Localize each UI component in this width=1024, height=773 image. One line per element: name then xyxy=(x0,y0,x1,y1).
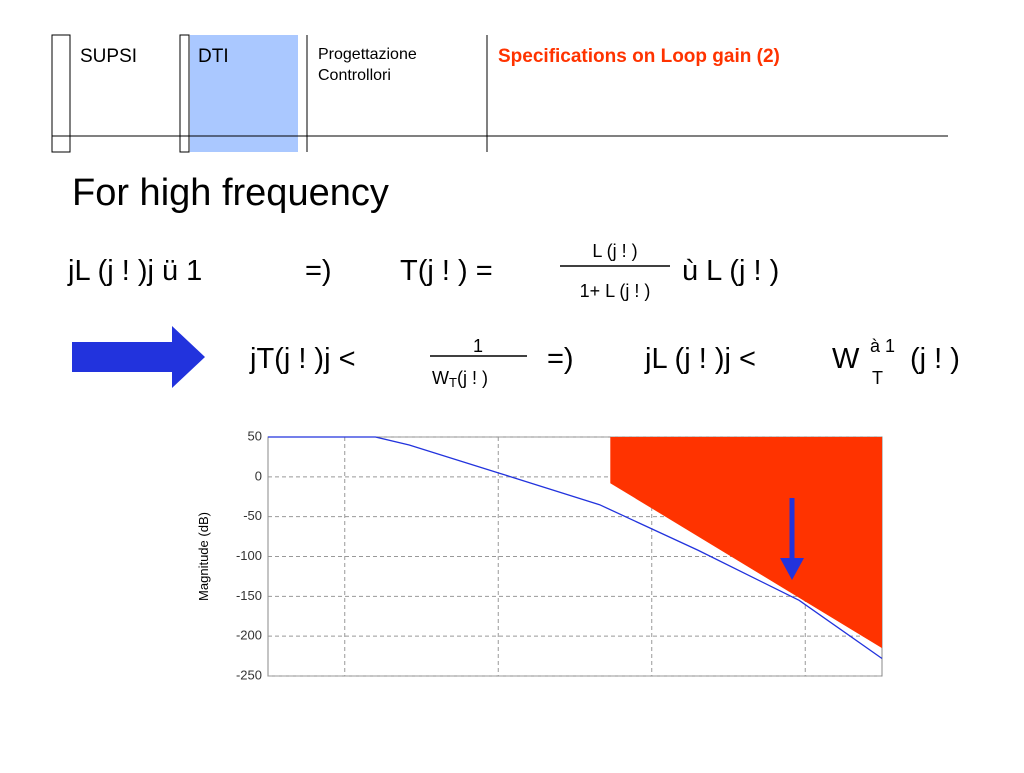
header-dept: DTI xyxy=(198,46,229,67)
chart: -250 -200 -150 -100 -50 0 50 Magnitude (dB) xyxy=(196,428,883,682)
y-tick-label: 0 xyxy=(255,468,262,483)
formula: =) xyxy=(305,255,332,287)
formula: W xyxy=(832,343,860,375)
header-highlight xyxy=(190,35,298,152)
header-org: SUPSI xyxy=(80,46,137,67)
line xyxy=(268,436,883,660)
formula: T(j ! ) = xyxy=(400,255,493,287)
formula: jT(j ! )j < xyxy=(249,343,356,375)
formula: (j ! ) xyxy=(457,368,488,388)
header-box xyxy=(51,34,71,153)
region xyxy=(610,437,882,649)
y-tick-label: -250 xyxy=(236,667,262,682)
arrow xyxy=(72,326,205,388)
header-course: Controllori xyxy=(318,67,391,84)
header-course: Progettazione xyxy=(318,46,417,63)
header-box xyxy=(179,34,190,153)
y-tick-label: -200 xyxy=(236,628,262,643)
arrow xyxy=(780,558,804,580)
formula: L (j ! ) xyxy=(592,241,637,261)
formula: 1+ L (j ! ) xyxy=(580,281,651,301)
formula: (j ! ) xyxy=(910,343,960,375)
y-tick-label: -100 xyxy=(236,548,262,563)
formula: à 1 xyxy=(870,336,895,356)
formula: W xyxy=(432,368,449,388)
formula: T xyxy=(449,375,457,390)
header-title: Specifications on Loop gain (2) xyxy=(498,46,780,67)
y-tick-label: 50 xyxy=(248,428,262,443)
formula: jL (j ! )j < xyxy=(644,343,756,375)
formula: 1 xyxy=(473,336,483,356)
formula: T xyxy=(872,368,883,388)
formula: ù L (j ! ) xyxy=(682,255,779,287)
formula: WT(j ! ) xyxy=(432,368,488,390)
y-tick-label: -150 xyxy=(236,588,262,603)
formula: =) xyxy=(547,343,574,375)
formula: jL (j ! )j ü 1 xyxy=(67,255,202,287)
y-tick-label: -50 xyxy=(243,508,262,523)
y-axis-label: Magnitude (dB) xyxy=(196,512,211,601)
heading: For high frequency xyxy=(72,172,389,214)
